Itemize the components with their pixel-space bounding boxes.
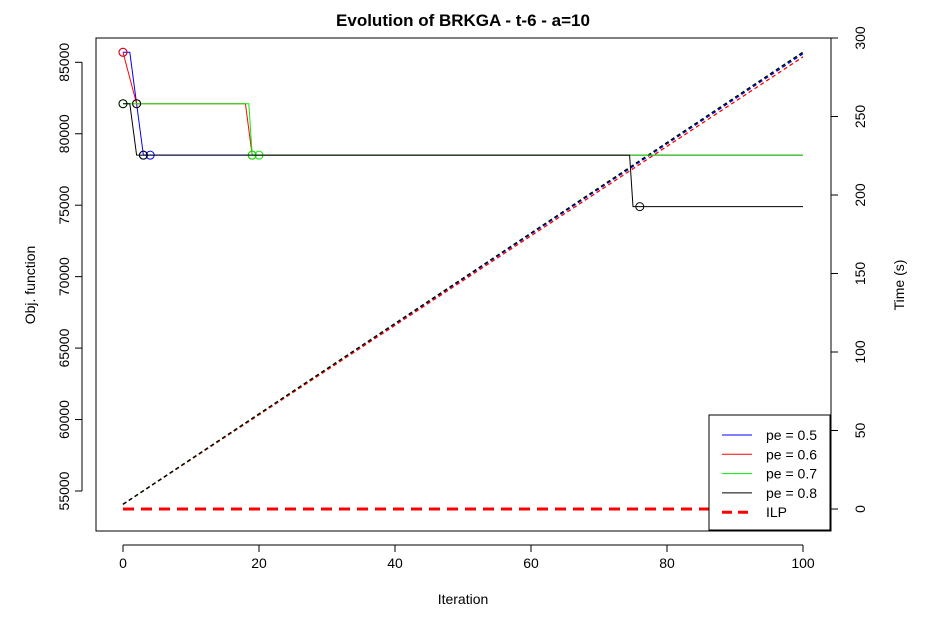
improvement-marker-3-0 (118, 99, 128, 109)
y-tick-label: 75000 (56, 186, 72, 225)
y-tick-label: 60000 (56, 400, 72, 439)
y2-tick-label: 50 (852, 423, 868, 439)
plot-area (118, 47, 804, 511)
legend-label-4: ILP (766, 504, 787, 520)
y2-axis-label: Time (s) (891, 260, 907, 311)
y2-tick-label: 150 (852, 262, 868, 286)
y-axis-label: Obj. function (22, 246, 38, 325)
improvement-marker-3-1 (132, 99, 142, 109)
y2-tick-label: 200 (852, 183, 868, 207)
y2-tick-label: 300 (852, 26, 868, 50)
legend: pe = 0.5 pe = 0.6 pe = 0.7 pe = 0.8 ILP (708, 414, 831, 531)
x-axis: 0 20 40 60 80 100 (119, 544, 815, 571)
improvement-marker-1-0 (118, 47, 128, 57)
x-tick-label: 80 (659, 555, 675, 571)
y-axis: 55000 60000 65000 70000 75000 80000 85000 (56, 43, 83, 510)
y-tick-label: 85000 (56, 43, 72, 82)
chart-title: Evolution of BRKGA - t-6 - a=10 (336, 11, 590, 30)
objective-series-line-2 (123, 103, 803, 156)
y2-tick-label: 100 (852, 340, 868, 364)
x-axis-label: Iteration (438, 591, 489, 607)
y-tick-label: 80000 (56, 114, 72, 153)
time-series-line-3 (122, 51, 804, 505)
y2-tick-label: 0 (852, 505, 868, 513)
legend-label-0: pe = 0.5 (766, 427, 817, 443)
legend-label-2: pe = 0.7 (766, 466, 817, 482)
improvement-marker-3-3 (635, 202, 645, 212)
x-tick-label: 100 (791, 555, 815, 571)
x-tick-label: 40 (387, 555, 403, 571)
objective-series-line-3 (123, 103, 803, 208)
time-series-line-1 (122, 56, 804, 505)
y2-tick-label: 250 (852, 105, 868, 129)
improvement-marker-3-2 (138, 150, 148, 160)
legend-label-1: pe = 0.6 (766, 446, 817, 462)
y-tick-label: 55000 (56, 471, 72, 510)
legend-label-3: pe = 0.8 (766, 485, 817, 501)
y2-axis: 0 50 100 150 200 250 300 (830, 26, 868, 513)
y-tick-label: 70000 (56, 257, 72, 296)
x-tick-label: 20 (251, 555, 267, 571)
y-tick-label: 65000 (56, 328, 72, 367)
x-tick-label: 0 (119, 555, 127, 571)
x-tick-label: 60 (523, 555, 539, 571)
